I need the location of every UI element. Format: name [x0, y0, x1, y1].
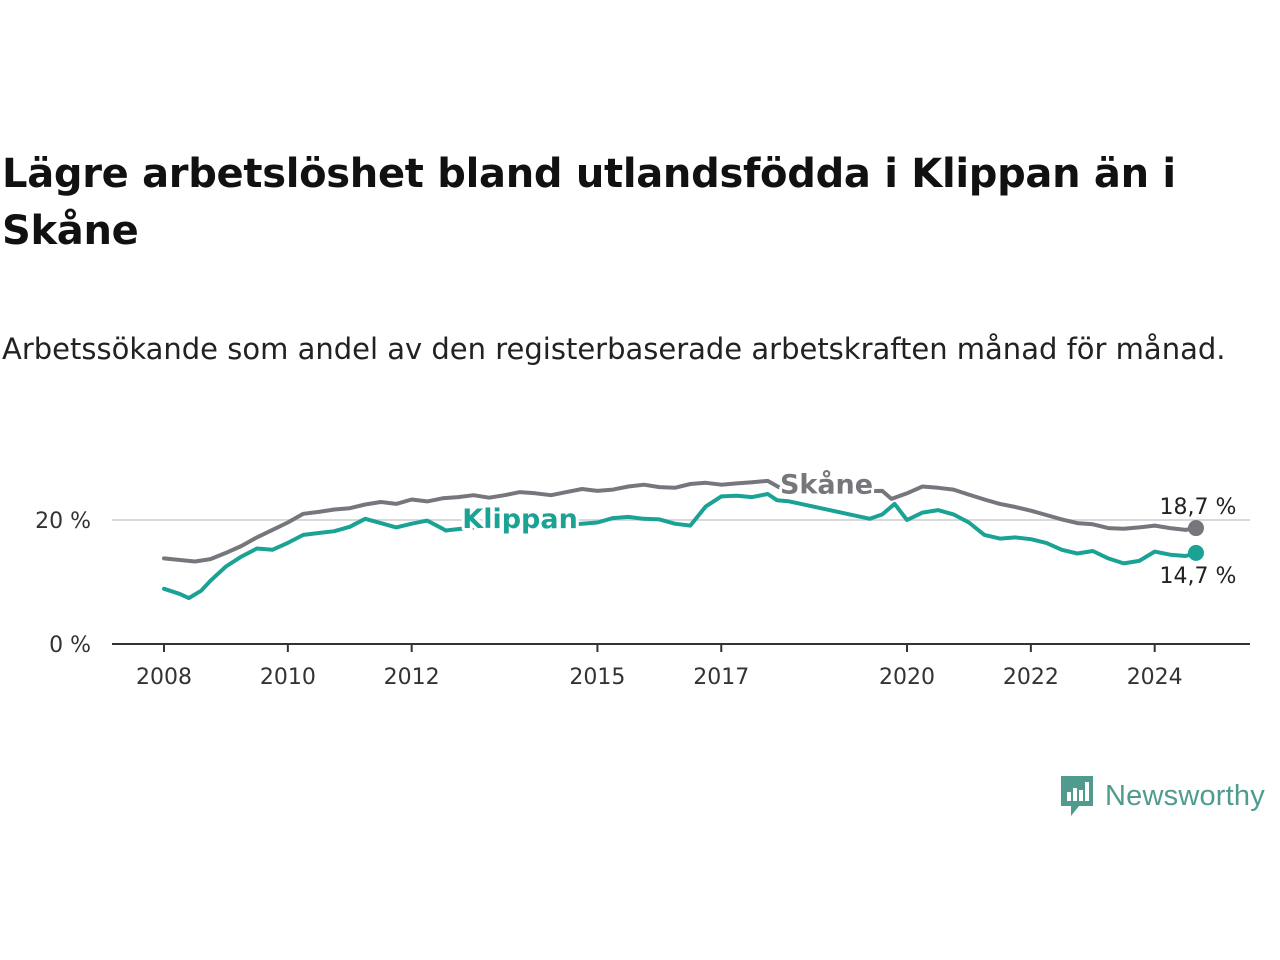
series-end-dot-klippan — [1188, 544, 1204, 561]
x-tick-label: 2010 — [260, 665, 316, 690]
newsworthy-logo-text: Newsworthy — [1105, 779, 1265, 812]
y-axis-ticks: 0 % 20 % — [35, 509, 91, 658]
chart-title: Lägre arbetslöshet bland utlandsfödda i … — [2, 151, 1176, 254]
x-tick-label: 2024 — [1127, 665, 1183, 690]
series-lines — [162, 478, 1204, 601]
chart-subtitle: Arbetssökande som andel av den registerb… — [2, 332, 1226, 366]
series-label-sk-ne: Skåne — [780, 468, 873, 500]
series-end-label-klippan: 14,7 % — [1160, 564, 1237, 589]
series-end-label-sk-ne: 18,7 % — [1160, 495, 1237, 520]
y-tick-label: 0 % — [49, 633, 91, 658]
series-line-klippan — [162, 492, 1198, 601]
series-end-dot-sk-ne — [1188, 520, 1204, 537]
x-tick-label: 2015 — [569, 665, 625, 690]
x-tick-label: 2008 — [136, 665, 192, 690]
y-tick-label: 20 % — [35, 509, 91, 534]
newsworthy-logo-icon — [1061, 776, 1093, 816]
newsworthy-logo: Newsworthy — [1059, 774, 1265, 818]
x-tick-label: 2020 — [879, 665, 935, 690]
series-labels: 18,7 % Skåne 14,7 % Klippan — [459, 465, 1237, 589]
x-tick-label: 2012 — [384, 665, 440, 690]
line-chart: 0 % 20 % 2008 2010 2012 2015 2017 2020 2022 2024… — [35, 465, 1250, 690]
x-tick-label: 2022 — [1003, 665, 1059, 690]
x-axis-ticks: 2008 2010 2012 2015 2017 2020 2022 2024 — [136, 644, 1183, 690]
series-line-sk-ne — [162, 478, 1198, 564]
x-tick-label: 2017 — [693, 665, 749, 690]
series-label-klippan: Klippan — [462, 504, 578, 535]
